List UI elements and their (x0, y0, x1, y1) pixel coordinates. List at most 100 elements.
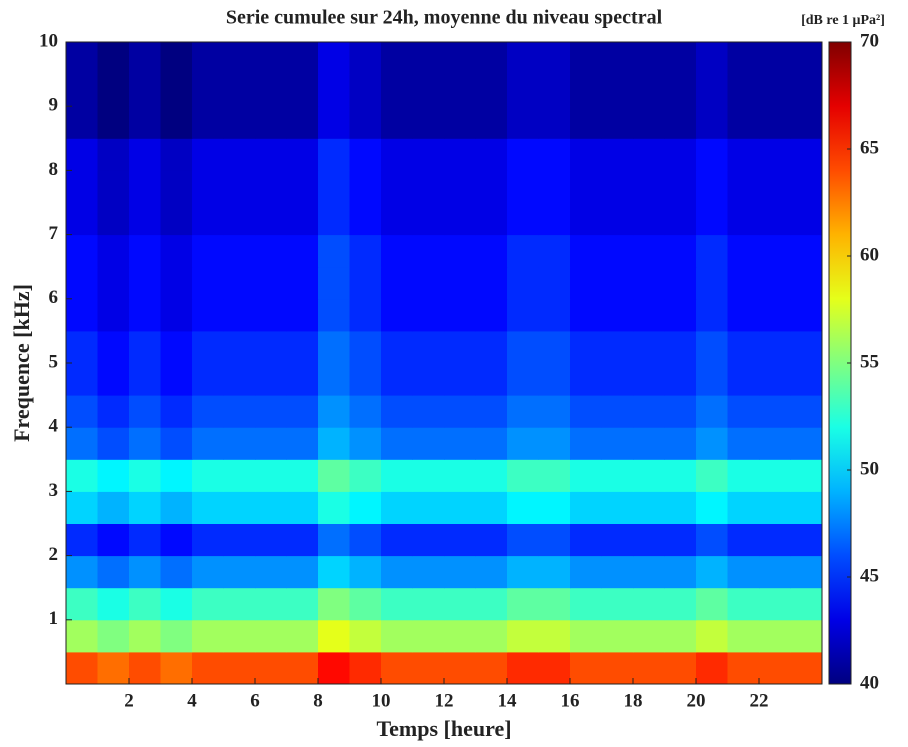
heatmap-cell (286, 138, 319, 171)
heatmap-cell (696, 427, 728, 460)
heatmap-cell (444, 74, 476, 107)
heatmap-cell (66, 330, 98, 364)
heatmap-cell (255, 202, 287, 236)
heatmap-cell (570, 42, 602, 75)
heatmap-cell (66, 491, 98, 524)
heatmap-cell (790, 202, 823, 236)
heatmap-cell (192, 587, 224, 621)
heatmap-cell (507, 202, 539, 236)
heatmap-cell (160, 106, 193, 139)
heatmap-cell (475, 459, 508, 492)
y-tick-label: 6 (49, 287, 59, 308)
heatmap-cell (507, 138, 539, 171)
heatmap-cell (727, 651, 760, 685)
heatmap-cell (286, 459, 319, 492)
heatmap-cell (129, 619, 161, 653)
heatmap-cell (538, 587, 571, 621)
heatmap-cell (664, 427, 697, 460)
heatmap-cell (727, 266, 760, 300)
heatmap-cell (570, 619, 602, 653)
heatmap-cell (570, 298, 602, 332)
heatmap-cell (601, 234, 634, 268)
heatmap-cell (160, 555, 193, 589)
heatmap-cell (538, 170, 571, 203)
heatmap-cell (318, 491, 350, 524)
heatmap-cell (223, 395, 256, 428)
heatmap-cell (318, 587, 350, 621)
heatmap-cell (696, 330, 728, 364)
heatmap-cell (444, 619, 476, 653)
heatmap-cell (129, 459, 161, 492)
heatmap-cell (97, 619, 130, 653)
heatmap-cell (286, 330, 319, 364)
heatmap-cell (97, 170, 130, 203)
heatmap-cell (507, 587, 539, 621)
heatmap-cell (412, 298, 445, 332)
heatmap-cell (727, 202, 760, 236)
heatmap-cell (129, 42, 161, 75)
heatmap-cell (349, 298, 382, 332)
heatmap-cell (633, 42, 665, 75)
heatmap-cell (349, 266, 382, 300)
heatmap-cell (286, 651, 319, 685)
heatmap-cell (475, 491, 508, 524)
heatmap-cell (66, 170, 98, 203)
heatmap-cell (97, 266, 130, 300)
heatmap-cell (192, 619, 224, 653)
heatmap-cell (412, 651, 445, 685)
heatmap-cell (570, 106, 602, 139)
heatmap-cell (475, 234, 508, 268)
heatmap-cell (664, 298, 697, 332)
heatmap-cell (538, 298, 571, 332)
heatmap-cell (759, 202, 791, 236)
heatmap-cell (255, 363, 287, 396)
heatmap-cell (633, 523, 665, 557)
heatmap-cell (255, 427, 287, 460)
y-tick-label: 1 (49, 608, 59, 629)
heatmap-cell (601, 74, 634, 107)
heatmap-cell (538, 234, 571, 268)
heatmap-cell (381, 74, 413, 107)
heatmap-cell (790, 363, 823, 396)
heatmap-cell (318, 298, 350, 332)
heatmap-cell (633, 330, 665, 364)
heatmap-cell (696, 395, 728, 428)
heatmap-cell (255, 234, 287, 268)
heatmap-cell (318, 427, 350, 460)
heatmap-cell (349, 523, 382, 557)
heatmap-cell (790, 138, 823, 171)
heatmap-cell (129, 330, 161, 364)
heatmap-cell (97, 491, 130, 524)
heatmap-cell (570, 202, 602, 236)
y-tick-label: 10 (39, 30, 58, 51)
heatmap-cell (349, 138, 382, 171)
heatmap-cell (192, 427, 224, 460)
heatmap-cell (349, 363, 382, 396)
heatmap-cell (507, 363, 539, 396)
x-tick-label: 8 (313, 690, 323, 711)
heatmap-cell (97, 395, 130, 428)
heatmap-cell (97, 363, 130, 396)
heatmap-cell (255, 74, 287, 107)
colorbar-tick-label: 55 (860, 351, 879, 372)
heatmap-cell (790, 459, 823, 492)
heatmap-cell (129, 395, 161, 428)
heatmap-cell (97, 587, 130, 621)
heatmap-cell (97, 234, 130, 268)
heatmap-cell (97, 42, 130, 75)
heatmap-cell (759, 298, 791, 332)
heatmap-cell (759, 491, 791, 524)
heatmap-cell (223, 42, 256, 75)
colorbar-tick-label: 70 (860, 30, 879, 51)
heatmap-cell (570, 170, 602, 203)
heatmap-cell (286, 555, 319, 589)
heatmap-cell (286, 42, 319, 75)
heatmap-cell (318, 234, 350, 268)
heatmap-cell (349, 42, 382, 75)
heatmap-cell (759, 459, 791, 492)
heatmap-cell (66, 106, 98, 139)
heatmap-cell (255, 170, 287, 203)
heatmap-cell (160, 234, 193, 268)
heatmap-cell (507, 619, 539, 653)
heatmap-cell (727, 234, 760, 268)
